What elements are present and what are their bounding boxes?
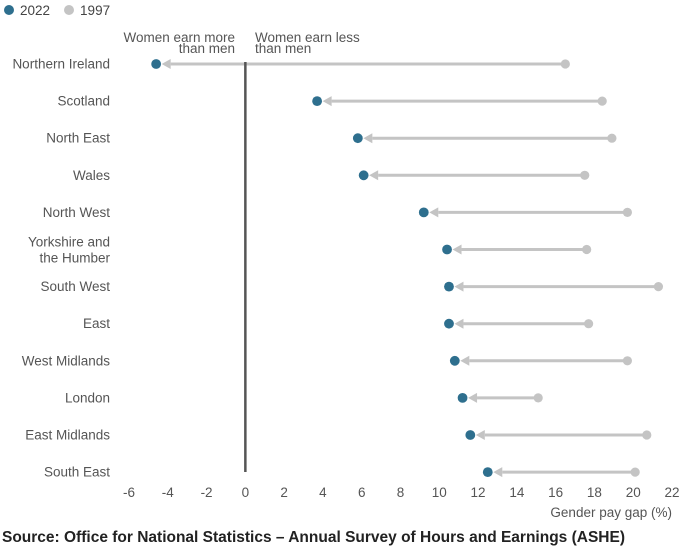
x-tick-label: 0 (242, 485, 250, 500)
arrow-head (429, 207, 439, 218)
arrow-head (468, 392, 478, 403)
point-2022 (442, 244, 452, 255)
point-1997 (580, 170, 590, 180)
point-2022 (418, 207, 429, 218)
annotation-right-line2: than men (255, 41, 311, 56)
category-label: Scotland (57, 94, 110, 109)
arrow-head (452, 244, 462, 255)
arrow-head (493, 467, 503, 478)
point-1997 (533, 393, 543, 403)
point-2022 (465, 430, 476, 440)
legend-label-1997: 1997 (80, 2, 111, 18)
point-1997 (560, 59, 570, 69)
arrow-head (363, 133, 373, 144)
category-label: North West (43, 205, 111, 220)
x-tick-label: -2 (201, 485, 213, 500)
point-2022 (444, 318, 454, 329)
x-tick-label: 16 (548, 485, 563, 500)
x-tick-label: 8 (397, 485, 405, 500)
annotation-left-line1: Women earn more (123, 30, 235, 45)
point-2022 (449, 355, 460, 366)
category-label: East Midlands (25, 428, 110, 443)
x-tick-label: 12 (471, 485, 486, 500)
arrow-head (322, 96, 332, 107)
arrow-head (454, 318, 464, 329)
point-1997 (622, 356, 632, 366)
x-tick-label: 4 (319, 485, 327, 500)
x-tick-label: 22 (664, 485, 679, 500)
arrow-head (369, 170, 379, 181)
x-tick-label: 10 (432, 485, 447, 500)
point-1997 (584, 319, 594, 329)
point-2022 (312, 96, 323, 106)
category-label: Northern Ireland (12, 57, 110, 72)
x-tick-label: 18 (587, 485, 602, 500)
point-2022 (457, 393, 468, 403)
x-tick-label: 2 (280, 485, 288, 500)
x-tick-label: -6 (123, 485, 135, 500)
point-2022 (482, 467, 493, 477)
x-tick-label: 14 (509, 485, 525, 500)
category-label: the Humber (39, 251, 110, 266)
x-tick-label: 6 (358, 485, 366, 500)
category-label: East (83, 316, 110, 331)
x-axis-title: Gender pay gap (%) (550, 505, 672, 520)
annotation-left-line2: than men (179, 41, 235, 56)
dumbbell-chart: Northern Ireland Scotland North East Wales N… (12, 30, 679, 520)
arrow-head (161, 59, 171, 69)
point-1997 (582, 244, 592, 255)
legend-marker-2022 (4, 5, 14, 15)
x-tick-label: -4 (162, 485, 174, 500)
category-label: Wales (73, 168, 110, 183)
arrow-head (454, 281, 464, 292)
point-2022 (444, 281, 454, 292)
point-1997 (597, 96, 607, 106)
point-1997 (630, 467, 640, 477)
category-label: London (65, 390, 110, 405)
category-label: West Midlands (22, 353, 111, 368)
legend-marker-1997 (64, 5, 75, 15)
legend-label-2022: 2022 (20, 2, 51, 18)
annotation-right-line1: Women earn less (255, 30, 360, 45)
category-label: South West (40, 279, 110, 294)
point-2022 (352, 133, 363, 144)
category-label: North East (46, 131, 110, 146)
arrow-head (475, 430, 485, 440)
legend-item-1997[interactable]: 1997 (64, 3, 110, 18)
point-2022 (151, 59, 162, 69)
category-label: South East (44, 465, 110, 480)
point-1997 (607, 133, 617, 143)
x-tick-label: 20 (626, 485, 641, 500)
point-1997 (642, 430, 652, 440)
arrow-head (460, 355, 470, 366)
legend: 2022 1997 (4, 1, 124, 19)
point-1997 (653, 282, 664, 292)
point-1997 (622, 207, 632, 217)
source-note: Source: Office for National Statistics –… (2, 529, 625, 546)
category-label: Yorkshire and (28, 235, 110, 250)
legend-item-2022[interactable]: 2022 (4, 3, 50, 18)
point-2022 (358, 170, 369, 181)
